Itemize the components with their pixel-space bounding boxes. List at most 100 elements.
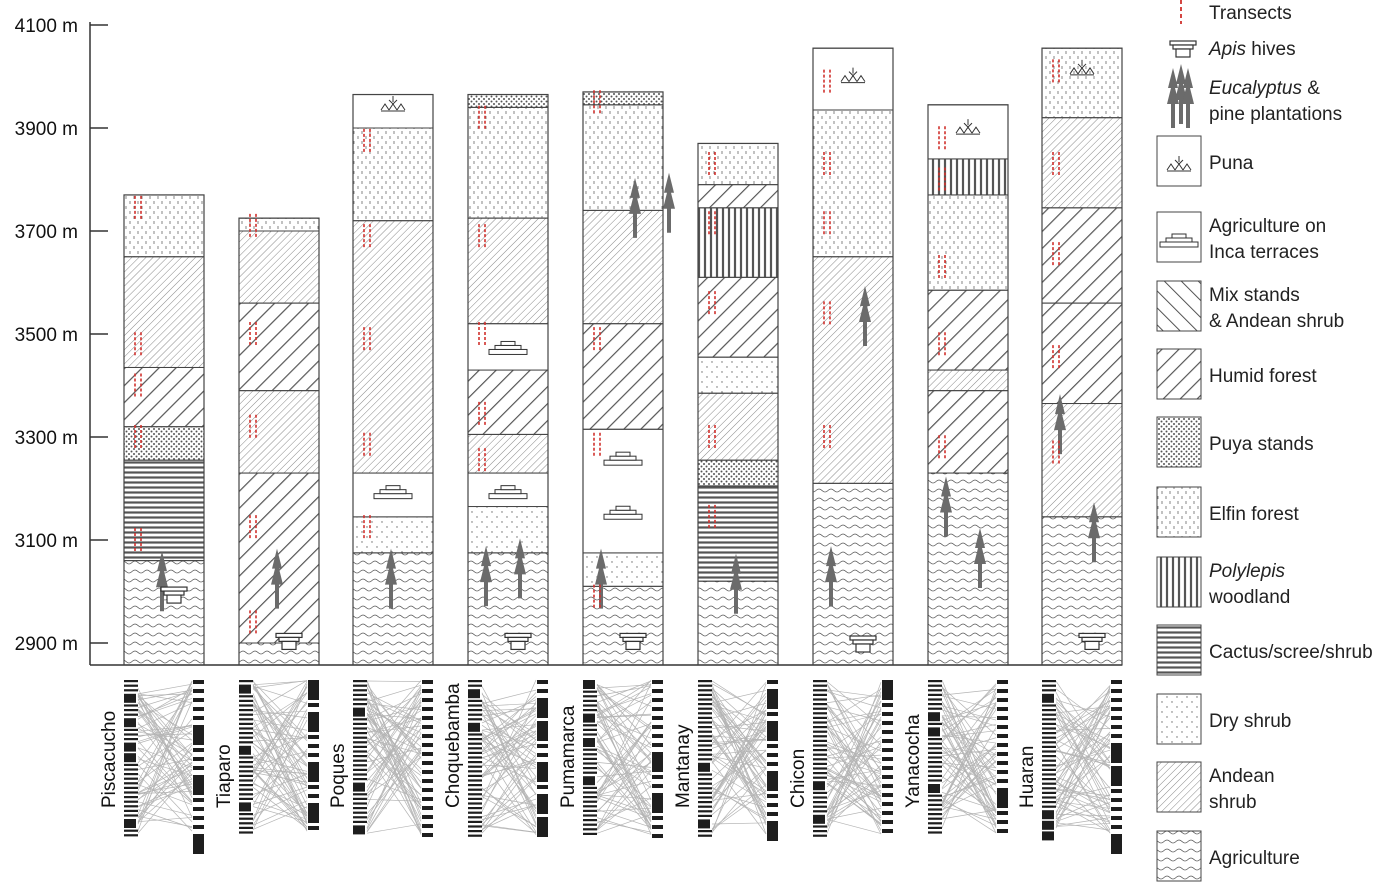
interaction-link [366,689,422,774]
network-node [124,796,138,799]
site-column-huaran [1041,47,1123,666]
interaction-link [1055,713,1111,750]
interaction-link [366,725,422,733]
network-node [882,712,893,716]
network-node [422,761,433,765]
habitat-band-agri [582,585,664,666]
habitat-band-polylepis [697,207,779,278]
network-node [583,819,597,822]
network-node [698,693,712,696]
site-name-label: Poques [328,744,349,808]
network-node [698,721,712,724]
site-name-label: Chicon [788,749,809,808]
network-node [1111,816,1122,820]
interaction-link [596,809,652,828]
habitat-band-dry [697,356,779,394]
interaction-link [711,709,767,740]
network-node [813,753,827,756]
network-node [813,830,827,833]
interaction-link [252,709,308,719]
interaction-link [137,698,193,718]
interaction-link [826,769,882,800]
network-node [813,689,827,692]
network-node [1042,693,1054,703]
habitat-band-elfin [123,194,205,258]
interaction-link [826,777,882,811]
network-node [698,730,712,733]
column-outline [467,93,549,666]
network-node [422,824,433,828]
interaction-link [481,692,537,751]
network-node [928,774,942,777]
network-node [813,684,827,687]
network-node [193,825,204,829]
network-node [813,716,827,719]
interaction-link [481,702,537,707]
network-node [997,716,1008,720]
interaction-link [596,814,652,834]
network-node [1042,689,1056,692]
network-node [124,829,138,832]
interaction-link [481,734,537,795]
network-node [239,718,253,721]
habitat-band-agri [927,472,1009,666]
interaction-link [366,718,422,733]
legend-label-line2: & Andean shrub [1209,311,1344,332]
interaction-link [596,785,652,831]
network-node [124,738,138,741]
network-node [997,829,1008,833]
interaction-link [826,706,882,722]
column-outline [697,142,779,666]
habitat-band-humid [467,369,549,435]
network-node [813,739,827,742]
network-node [422,680,433,684]
interaction-link [711,718,767,823]
network-node [583,713,595,723]
interaction-link [826,713,882,752]
interaction-link [366,736,422,794]
interaction-link [137,710,193,780]
interaction-link [941,760,997,808]
habitat-band-elfin [927,194,1009,291]
interaction-link [711,695,767,777]
network-node [813,693,827,696]
network-node [239,680,253,683]
network-node [698,791,712,794]
network-node [652,775,663,779]
interaction-link [137,758,193,777]
interaction-link [252,753,308,828]
network-node [767,721,778,741]
network-node [353,722,367,725]
network-node [468,718,482,721]
network-node [997,680,1008,684]
network-node [353,732,367,735]
network-node [652,825,663,829]
interaction-link [596,723,652,743]
interaction-link [366,686,422,831]
network-node [652,734,663,738]
interaction-link [941,715,997,769]
interaction-link [596,807,652,812]
network-node [583,728,597,731]
column-outline [238,217,320,666]
habitat-band-puya [123,426,205,461]
site-name-label: Piscacucho [99,711,120,808]
network-node [813,726,827,729]
interaction-link [596,731,652,815]
habitat-band-andean [1041,117,1123,209]
interaction-link [252,686,308,773]
network-node [1111,834,1122,854]
network-node [124,753,136,763]
network-node [353,802,367,805]
interaction-link [596,765,652,830]
network-node [468,825,482,828]
interaction-link [1055,700,1111,734]
interaction-link [137,693,193,793]
network-node [124,718,136,728]
interaction-link [481,731,537,778]
legend-label: Humid forest [1209,366,1317,387]
interaction-link [252,719,308,731]
interaction-link [711,696,767,742]
interaction-link [366,697,422,771]
interaction-link [252,757,308,772]
